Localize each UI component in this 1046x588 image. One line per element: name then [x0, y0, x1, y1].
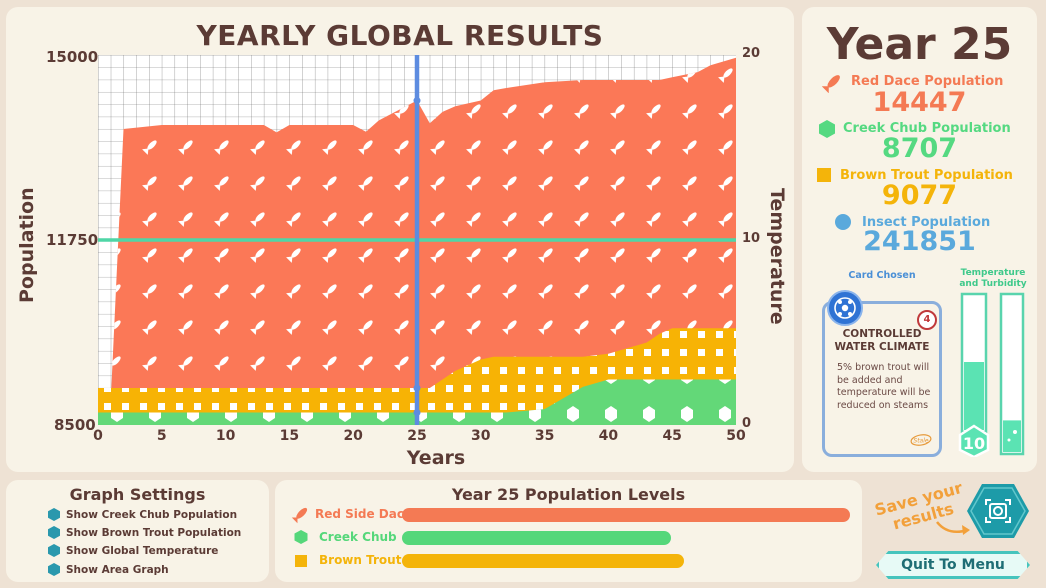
graph-settings-panel: Graph Settings Show Creek Chub Populatio… — [6, 480, 269, 582]
y2-tick-top: 20 — [742, 46, 761, 61]
year-title: Year 25 — [826, 19, 1013, 70]
level-bar-red-dace — [402, 508, 850, 522]
year-marker-point — [413, 408, 421, 416]
hexagon-icon — [294, 530, 308, 544]
stats-panel: Year 25 Red Dace Population 14447 Creek … — [802, 7, 1037, 472]
camera-button[interactable] — [966, 483, 1030, 539]
hexagon-icon — [819, 120, 835, 138]
y-tick-bottom: 8500 — [54, 416, 96, 434]
y2-axis-title: Temperature — [766, 188, 788, 325]
quit-to-menu-button[interactable]: Quit To Menu — [876, 551, 1030, 579]
toggle-area-graph[interactable]: Show Area Graph — [48, 563, 169, 576]
toggle-label: Show Creek Chub Population — [66, 508, 238, 521]
chart-title: YEARLY GLOBAL RESULTS — [196, 19, 604, 52]
level-label-brown-trout: Brown Trout — [319, 553, 402, 567]
x-tick-label: 35 — [534, 428, 555, 444]
red-dace-label: Red Dace Population — [851, 74, 1004, 89]
graph-settings-title: Graph Settings — [69, 485, 206, 504]
x-tick-label: 0 — [93, 428, 103, 444]
circle-icon — [835, 214, 851, 230]
x-axis-title: Years — [406, 447, 466, 469]
square-icon — [295, 555, 307, 567]
y2-tick-mid: 10 — [742, 231, 761, 246]
insect-value: 241851 — [863, 226, 976, 257]
hexagon-icon — [48, 544, 60, 557]
population-levels-title: Year 25 Population Levels — [451, 485, 686, 504]
arrow-icon — [936, 521, 970, 535]
year-marker-point — [413, 384, 421, 392]
toggle-brown-trout[interactable]: Show Brown Trout Population — [48, 526, 241, 539]
x-tick-label: 20 — [343, 428, 363, 444]
chosen-card[interactable]: 4 CONTROLLED WATER CLIMATE 5% brown trou… — [822, 290, 942, 457]
camera-icon — [967, 484, 1029, 538]
card-stamp-text: Stale — [913, 438, 929, 445]
x-tick-label: 40 — [598, 428, 619, 444]
y-tick-top: 15000 — [46, 48, 99, 66]
area-chart[interactable] — [98, 55, 736, 425]
level-label-creek-chub: Creek Chub — [319, 530, 397, 544]
fish-icon — [822, 75, 840, 93]
y2-tick-bottom: 0 — [742, 416, 752, 431]
creek-chub-area-pattern — [98, 379, 736, 425]
toggle-label: Show Area Graph — [66, 563, 169, 576]
y-tick-mid: 11750 — [46, 231, 99, 249]
brown-trout-value: 9077 — [881, 180, 958, 211]
temperature-gauge: 10 — [958, 292, 990, 457]
x-tick-label: 25 — [407, 428, 427, 444]
creek-chub-label: Creek Chub Population — [843, 121, 1011, 136]
creek-chub-value: 8707 — [881, 133, 958, 164]
stamp-icon: Stale — [910, 434, 932, 446]
x-tick-label: 5 — [156, 428, 167, 444]
x-tick-label: 45 — [662, 428, 682, 444]
gauges-label: Temperature and Turbidity — [959, 268, 1027, 289]
hexagon-icon — [48, 563, 60, 576]
chart-panel: YEARLY GLOBAL RESULTS 15000 11750 8500 2… — [6, 7, 794, 472]
hexagon-icon — [48, 508, 60, 521]
card-chosen-label: Card Chosen — [848, 270, 916, 281]
y-axis-title: Population — [16, 187, 38, 303]
year-marker-point — [413, 97, 421, 105]
year-marker[interactable] — [413, 55, 421, 425]
card-description: 5% brown trout will be added and tempera… — [837, 362, 931, 411]
hexagon-icon — [48, 526, 60, 539]
x-tick-label: 50 — [726, 428, 746, 444]
card-title: CONTROLLED WATER CLIMATE — [834, 328, 930, 353]
red-dace-value: 14447 — [872, 87, 967, 118]
molecule-icon — [827, 290, 863, 326]
card-cost-badge: 4 — [917, 310, 937, 330]
level-bar-brown-trout — [402, 554, 685, 568]
temperature-gauge-value: 10 — [963, 434, 985, 453]
population-levels-panel: Year 25 Population Levels Red Side Dace … — [275, 480, 862, 582]
insect-label: Insect Population — [862, 215, 991, 230]
level-bar-creek-chub — [402, 531, 671, 545]
x-tick-label: 15 — [279, 428, 300, 444]
fish-icon — [291, 507, 308, 524]
toggle-label: Show Global Temperature — [66, 544, 219, 557]
level-label-red-dace: Red Side Dace — [315, 507, 413, 521]
toggle-label: Show Brown Trout Population — [66, 526, 242, 539]
x-tick-label: 10 — [215, 428, 236, 444]
square-icon — [817, 168, 831, 182]
toggle-global-temperature[interactable]: Show Global Temperature — [48, 544, 218, 557]
x-tick-label: 30 — [471, 428, 491, 444]
toggle-creek-chub[interactable]: Show Creek Chub Population — [48, 508, 237, 521]
turbidity-gauge — [999, 292, 1025, 456]
brown-trout-label: Brown Trout Population — [840, 168, 1013, 183]
